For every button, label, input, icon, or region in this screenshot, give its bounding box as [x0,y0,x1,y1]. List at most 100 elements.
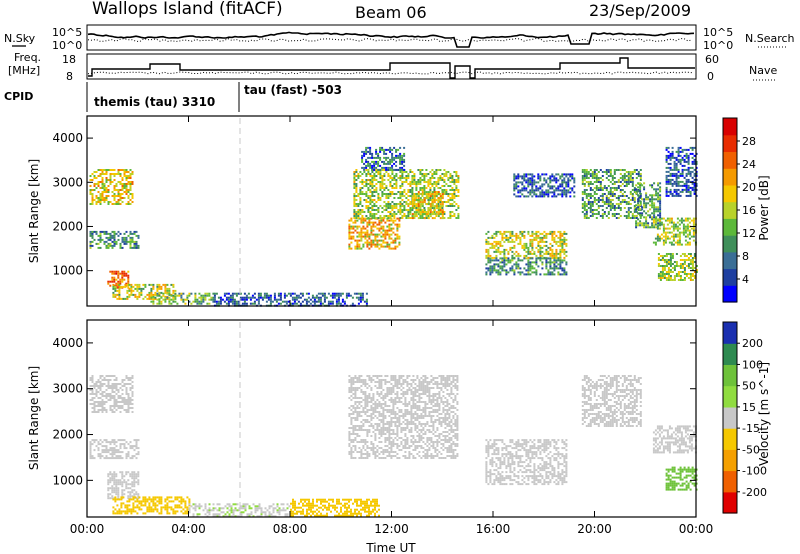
velocity-ytick-label-0: 1000 [52,473,83,487]
power-colorbar-tick-label-2: 12 [742,227,756,240]
beam-label: Beam 06 [355,3,427,22]
station-title: Wallops Island (fitACF) [92,0,283,19]
power-colorbar-tick-label-0: 4 [742,273,749,286]
power-ytick-label-3: 4000 [52,131,83,145]
date-label: 23/Sep/2009 [589,1,691,20]
nave-tick-bottom: 0 [707,70,714,83]
power-region-3 [112,283,177,300]
power-region-6 [348,217,401,250]
power-region-5 [213,292,368,307]
velocity-colorbar-tick-label-6: -100 [742,465,767,478]
velocity-xtick-label-6: 00:00 [679,522,714,536]
power-ytick-label-0: 1000 [52,264,83,278]
power-colorbar-tick-label-3: 16 [742,204,756,217]
velocity-colorbar-swatch-3 [723,428,737,450]
power-colorbar: 4 8 12 16 20 24 28 [722,117,756,303]
time-axis-label: Time UT [365,541,416,554]
power-colorbar-swatch-6 [723,184,737,203]
velocity-colorbar-swatch-5 [723,385,737,408]
freq-label-line2: [MHz] [8,64,40,77]
velocity-colorbar-tick-label-1: 100 [742,358,763,371]
power-colorbar-swatch-9 [723,134,737,152]
power-colorbar-swatch-3 [723,235,737,253]
velocity-region-2 [107,471,140,500]
velocity-colorbar-tick-label-4: -15 [742,422,760,435]
velocity-colorbar-tick-label-5: -50 [742,443,760,456]
power-region-12 [513,173,576,198]
velocity-xtick-label-4: 16:00 [476,522,511,536]
velocity-xtick-label-1: 04:00 [171,522,206,536]
velocity-region-4 [188,503,291,518]
velocity-ytick-label-3: 4000 [52,336,83,350]
power-region-17 [665,146,698,197]
velocity-ylabel: Slant Range [km] [27,366,41,470]
noise-sky-line [87,31,695,48]
velocity-xtick-label-2: 08:00 [273,522,308,536]
power-region-1 [89,230,140,249]
freq-panel-frame [86,53,697,80]
velocity-colorbar-swatch-2 [723,449,737,472]
velocity-region-9 [652,425,697,454]
velocity-region-5 [290,498,380,517]
velocity-ytick-label-2: 3000 [52,382,83,396]
power-colorbar-label: Power [dB] [757,175,771,240]
noise-panel-frame [86,24,697,51]
power-colorbar-swatch-4 [723,218,737,236]
freq-tick-top: 18 [62,53,76,66]
velocity-ytick-label-1: 2000 [52,428,83,442]
power-colorbar-swatch-0 [723,285,737,303]
noise-tick-right-top: 10^5 [703,26,733,39]
velocity-colorbar-swatch-6 [723,364,737,387]
power-region-16 [657,253,698,281]
velocity-region-0 [89,375,134,413]
power-region-10 [485,230,568,259]
velocity-xtick-label-5: 20:00 [577,522,612,536]
velocity-axes: 00:00 04:00 08:00 12:00 16:00 20:00 00:00 1000 2… [52,320,713,536]
power-region-13 [581,169,642,219]
power-colorbar-swatch-2 [723,251,737,270]
power-colorbar-swatch-7 [723,168,737,186]
velocity-region-3 [112,496,191,515]
freq-label-line1: Freq. [14,51,41,64]
velocity-colorbar-tick-label-3: 15 [742,401,756,414]
cpid-segment-2: tau (fast) -503 [244,83,342,97]
power-colorbar-tick-label-4: 20 [742,181,756,194]
velocity-colorbar-swatch-7 [723,343,737,365]
velocity-region-1 [89,439,140,460]
power-region-11 [485,257,568,276]
cpid-label: CPID [4,90,33,103]
power-colorbar-swatch-1 [723,268,737,286]
velocity-colorbar-tick-label-7: -200 [742,486,767,499]
velocity-xtick-label-3: 12:00 [374,522,409,536]
noise-tick-top: 10^5 [52,26,82,39]
power-region-7 [353,169,460,219]
nave-label: Nave [749,64,777,77]
velocity-colorbar-swatch-1 [723,470,737,493]
nave-tick-top: 60 [705,53,719,66]
power-region-0 [89,169,134,205]
power-colorbar-tick-label-5: 24 [742,158,756,171]
velocity-region-7 [485,439,568,486]
velocity-colorbar-swatch-8 [723,322,737,344]
velocity-region-6 [348,375,459,459]
power-region-8 [361,146,406,171]
noise-tick-bottom: 10^0 [52,39,82,52]
power-region-4 [150,292,215,305]
power-axes: 1000 2000 3000 4000 [52,116,697,306]
power-data-layer [89,146,698,307]
nsearch-label: N.Search [745,32,795,45]
power-colorbar-tick-label-1: 8 [742,250,749,263]
noise-search-line [87,37,693,43]
power-ylabel: Slant Range [km] [27,159,41,263]
velocity-xtick-label-0: 00:00 [70,522,105,536]
power-region-14 [635,182,662,229]
velocity-region-10 [665,466,698,491]
power-colorbar-swatch-5 [723,201,737,219]
velocity-colorbar-label: Velocity [m s^-1] [757,362,771,466]
velocity-region-8 [581,375,642,427]
velocity-colorbar-swatch-0 [723,491,737,514]
power-colorbar-tick-label-6: 28 [742,135,756,148]
power-ytick-label-1: 2000 [52,219,83,233]
nsky-label: N.Sky [4,32,36,45]
